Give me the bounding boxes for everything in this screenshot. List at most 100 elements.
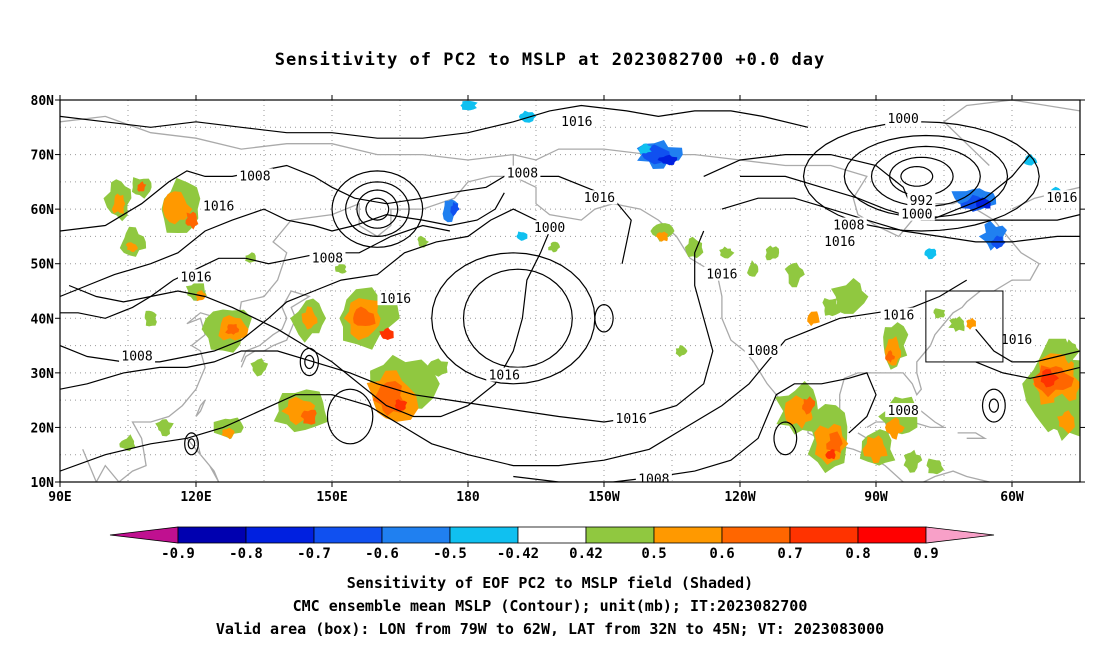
lat-tick-label: 30N (31, 367, 55, 382)
mslp-contour-closed (901, 167, 933, 187)
sensitivity-patch (120, 227, 146, 257)
mslp-contours (60, 106, 1080, 483)
colorbar-label: -0.9 (161, 546, 195, 562)
sensitivity-patch (904, 450, 923, 473)
contour-label: 1016 (706, 268, 737, 283)
caption-shading: Sensitivity of EOF PC2 to MSLP field (Sh… (0, 574, 1100, 592)
mslp-contour (704, 155, 1030, 221)
contour-label: 1016 (380, 292, 411, 307)
colorbar-label: -0.5 (433, 546, 467, 562)
colorbar-segment (178, 527, 246, 543)
colorbar-label: -0.8 (229, 546, 263, 562)
colorbar: -0.9 -0.8 -0.7 -0.6 -0.5 -0.42 0.42 0.5 0.6 0.7 0.… (110, 527, 994, 562)
contour-label: 1008 (121, 349, 152, 364)
lat-tick-label: 10N (31, 476, 55, 491)
lon-tick-label: 90W (864, 490, 888, 505)
sensitivity-patch (460, 101, 477, 111)
colorbar-segment (450, 527, 518, 543)
colorbar-segment (790, 527, 858, 543)
contour-label: 1008 (507, 167, 538, 182)
mslp-contour-closed (328, 389, 373, 444)
colorbar-label: 0.42 (569, 546, 603, 562)
colorbar-label: -0.42 (497, 546, 539, 562)
sensitivity-patch (155, 419, 174, 436)
contour-labels: 1016 10001008 10081016 9921016100010161000 1… (119, 111, 1080, 487)
colorbar-label: 0.5 (641, 546, 666, 562)
coastline (958, 433, 985, 438)
sensitivity-patch (519, 111, 536, 123)
lon-tick-label: 150W (588, 490, 619, 505)
contour-label: 1008 (638, 472, 669, 487)
lon-tick-label: 120W (724, 490, 755, 505)
colorbar-segment (246, 527, 314, 543)
lat-tick-label: 80N (31, 94, 55, 109)
contour-label: 1016 (203, 199, 234, 214)
contour-label: 1000 (888, 112, 919, 127)
colorbar-segment (586, 527, 654, 543)
colorbar-end-low (110, 527, 178, 543)
caption-contour: CMC ensemble mean MSLP (Contour); unit(m… (0, 597, 1100, 615)
contour-label: 1016 (180, 270, 211, 285)
coastline (96, 493, 123, 526)
sensitivity-patch (548, 242, 560, 253)
contour-label: 1016 (489, 369, 520, 384)
lat-tick-label: 60N (31, 203, 55, 218)
colorbar-segment (518, 527, 586, 543)
colorbar-segment (722, 527, 790, 543)
contour-label: 1000 (534, 221, 565, 236)
lon-tick-label: 120E (180, 490, 211, 505)
sensitivity-patch (250, 358, 268, 376)
lon-tick-label: 180 (456, 490, 480, 505)
contour-label: 1016 (584, 191, 615, 206)
lat-tick-label: 20N (31, 421, 55, 436)
contour-label: 1008 (888, 404, 919, 419)
sensitivity-patch (245, 252, 256, 263)
caption-valid-area: Valid area (box): LON from 79W to 62W, L… (0, 620, 1100, 638)
mslp-contour-closed (774, 422, 797, 455)
lon-tick-label: 150E (316, 490, 347, 505)
sensitivity-patch (516, 232, 527, 241)
mslp-contour-closed (983, 389, 1006, 422)
colorbar-label: 0.8 (845, 546, 870, 562)
contour-label: 1016 (824, 235, 855, 250)
colorbar-label: -0.7 (297, 546, 331, 562)
colorbar-segment (314, 527, 382, 543)
sensitivity-patch (765, 246, 779, 261)
sensitivity-patch (145, 311, 157, 327)
sensitivity-patch (747, 260, 758, 277)
lat-tick-label: 50N (31, 258, 55, 273)
sensitivity-patch (785, 263, 805, 288)
mslp-contour-closed (989, 399, 998, 412)
sensitivity-patch (966, 318, 976, 330)
contour-label: 1008 (239, 169, 270, 184)
colorbar-segment (858, 527, 926, 543)
colorbar-label: 0.6 (709, 546, 734, 562)
sensitivity-shading (104, 101, 1100, 474)
contour-label: 1016 (883, 309, 914, 324)
sensitivity-patch (676, 345, 688, 357)
sensitivity-patch (933, 308, 945, 318)
coastline (196, 400, 205, 416)
lat-tick-label: 70N (31, 149, 55, 164)
colorbar-label: 0.9 (913, 546, 938, 562)
colorbar-label: -0.6 (365, 546, 399, 562)
lon-tick-label: 60W (1000, 490, 1024, 505)
contour-label: 1016 (616, 412, 647, 427)
contour-label: 1000 (901, 208, 932, 223)
contour-label: 1016 (1046, 191, 1077, 206)
sensitivity-patch (719, 247, 734, 259)
colorbar-segment (654, 527, 722, 543)
sensitivity-patch (925, 248, 937, 259)
lon-tick-label: 90E (48, 490, 71, 505)
contour-label: 1008 (747, 344, 778, 359)
plot-area: 1016 10001008 10081016 9921016100010161000 1… (60, 100, 1099, 526)
sensitivity-map: 1016 10001008 10081016 9921016100010161000 1… (0, 0, 1100, 650)
colorbar-label: 0.7 (777, 546, 802, 562)
mslp-contour-closed (890, 157, 954, 195)
sensitivity-patch (927, 459, 945, 475)
lat-tick-label: 40N (31, 312, 55, 327)
mslp-contour (60, 106, 808, 139)
colorbar-end-high (926, 527, 994, 543)
sensitivity-patch (807, 311, 820, 326)
sensitivity-patch (979, 221, 1007, 251)
